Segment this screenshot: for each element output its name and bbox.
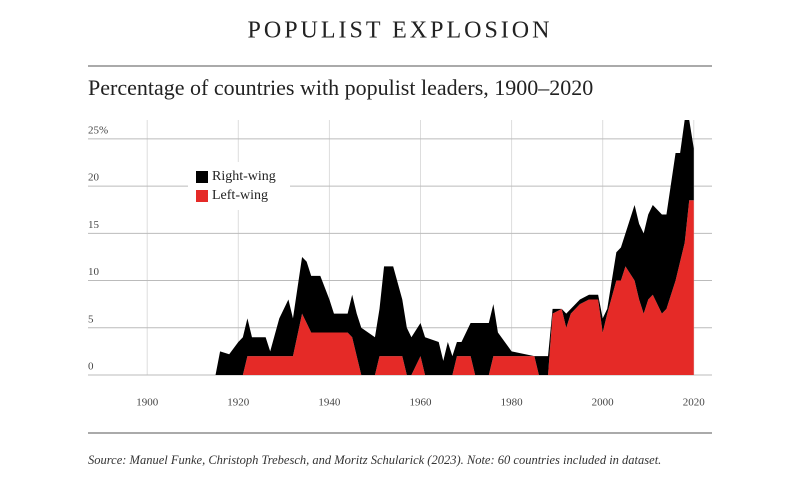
x-tick-label: 1900 — [136, 397, 159, 409]
x-tick-label: 1940 — [318, 397, 341, 409]
y-tick-label: 15 — [88, 219, 100, 231]
legend-swatch — [196, 171, 208, 183]
x-tick-label: 2000 — [592, 397, 615, 409]
legend-label: Right-wing — [212, 169, 276, 184]
y-tick-label: 10 — [88, 266, 100, 278]
labels: 1900 1920 1940 1960 1980 2000 2020 0 5 10 15 20 25% — [88, 124, 705, 408]
areas — [215, 120, 694, 375]
source-note: Source: Manuel Funke, Christoph Trebesch… — [88, 453, 661, 467]
x-tick-label: 1980 — [501, 397, 524, 409]
legend-swatch — [196, 190, 208, 202]
y-tick-label: 25% — [88, 124, 108, 136]
area — [215, 120, 694, 375]
chart-subtitle: Percentage of countries with populist le… — [88, 75, 593, 100]
legend: Right-wing Left-wing — [188, 162, 290, 210]
chart-title: POPULIST EXPLOSION — [248, 18, 553, 44]
y-tick-label: 0 — [88, 361, 94, 373]
legend-label: Left-wing — [212, 188, 268, 203]
x-tick-label: 1920 — [227, 397, 250, 409]
area — [215, 200, 694, 375]
y-tick-label: 5 — [88, 313, 94, 325]
x-tick-label: 1960 — [409, 397, 432, 409]
x-tick-label: 2020 — [683, 397, 706, 409]
y-tick-label: 20 — [88, 172, 100, 184]
